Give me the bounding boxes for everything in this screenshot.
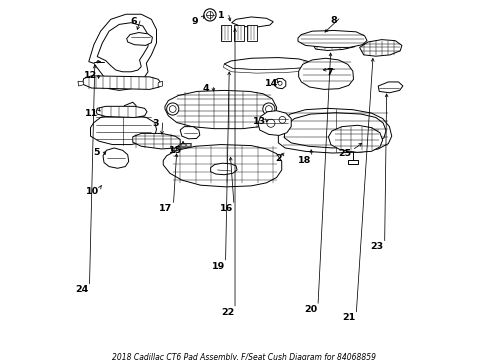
Polygon shape [90, 114, 156, 145]
Bar [185, 143, 189, 146]
Polygon shape [89, 14, 156, 84]
Text: 5: 5 [93, 148, 100, 157]
Bar [185, 147, 189, 150]
Polygon shape [311, 37, 355, 50]
Text: 17: 17 [159, 204, 172, 213]
Bar [175, 143, 179, 146]
Text: 3: 3 [152, 119, 159, 128]
Polygon shape [103, 148, 128, 168]
Polygon shape [78, 81, 83, 86]
Polygon shape [210, 163, 237, 175]
Bar [246, 26, 256, 41]
Text: 18: 18 [298, 156, 311, 165]
Polygon shape [126, 32, 152, 45]
Bar [221, 26, 230, 41]
Text: 6: 6 [130, 17, 137, 26]
Text: 24: 24 [75, 285, 88, 294]
Polygon shape [122, 102, 136, 114]
Polygon shape [347, 160, 357, 164]
Polygon shape [328, 125, 382, 152]
Text: 16: 16 [220, 204, 233, 213]
Bar [181, 143, 184, 146]
Text: 11: 11 [85, 109, 98, 118]
Polygon shape [96, 106, 147, 117]
Bar [170, 143, 174, 146]
Text: 10: 10 [85, 187, 99, 196]
Text: 12: 12 [84, 71, 97, 80]
Polygon shape [104, 82, 138, 90]
Text: 2: 2 [275, 154, 282, 163]
Text: 1: 1 [217, 12, 224, 21]
Polygon shape [258, 111, 291, 135]
Polygon shape [231, 17, 273, 27]
Bar [181, 147, 184, 150]
Polygon shape [223, 64, 310, 73]
Text: 15: 15 [169, 146, 182, 155]
Circle shape [262, 103, 274, 115]
Polygon shape [297, 31, 366, 48]
Text: 20: 20 [304, 305, 316, 314]
Polygon shape [163, 145, 281, 187]
Polygon shape [158, 81, 162, 87]
Text: 13: 13 [253, 117, 266, 126]
Text: 9: 9 [191, 17, 197, 26]
Text: 14: 14 [264, 79, 278, 88]
Bar [175, 147, 179, 150]
Bar [233, 26, 244, 41]
Text: 2018 Cadillac CT6 Pad Assembly, F/Seat Cush Diagram for 84068859: 2018 Cadillac CT6 Pad Assembly, F/Seat C… [112, 353, 376, 360]
Polygon shape [298, 58, 353, 89]
Text: 19: 19 [211, 262, 224, 271]
Text: 7: 7 [326, 68, 332, 77]
Circle shape [203, 9, 216, 21]
Circle shape [166, 103, 179, 115]
Text: 21: 21 [342, 314, 355, 323]
Polygon shape [359, 40, 401, 56]
Polygon shape [164, 90, 276, 129]
Bar [170, 147, 174, 150]
Polygon shape [274, 78, 285, 89]
Polygon shape [180, 127, 200, 139]
Polygon shape [377, 82, 402, 93]
Polygon shape [82, 76, 160, 89]
Text: 8: 8 [329, 16, 336, 25]
Text: 4: 4 [202, 84, 208, 93]
Text: 25: 25 [337, 149, 350, 158]
Polygon shape [277, 108, 391, 153]
Text: 23: 23 [370, 242, 383, 251]
Text: 22: 22 [221, 308, 234, 317]
Polygon shape [224, 58, 310, 70]
Polygon shape [133, 134, 180, 149]
